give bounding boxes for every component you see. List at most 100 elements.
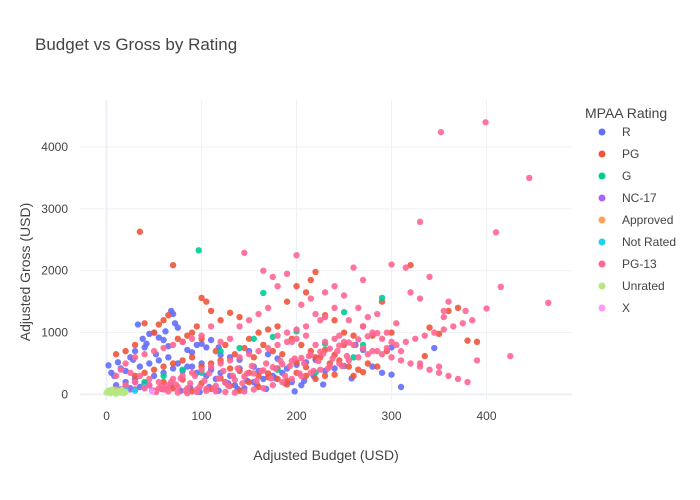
data-point[interactable] — [388, 261, 395, 268]
data-point[interactable] — [141, 351, 148, 358]
data-point[interactable] — [350, 264, 357, 271]
data-point[interactable] — [393, 320, 400, 327]
data-point[interactable] — [388, 354, 395, 361]
data-point[interactable] — [331, 371, 338, 378]
data-point[interactable] — [454, 304, 462, 312]
data-point[interactable] — [260, 289, 267, 297]
data-point[interactable] — [437, 128, 445, 136]
data-point[interactable] — [469, 317, 476, 324]
data-point[interactable] — [155, 357, 163, 364]
data-point[interactable] — [160, 317, 167, 324]
data-point[interactable] — [174, 360, 182, 367]
data-point[interactable] — [388, 329, 395, 336]
data-point[interactable] — [143, 340, 150, 347]
data-point[interactable] — [136, 372, 144, 380]
data-point[interactable] — [317, 317, 324, 324]
data-point[interactable] — [355, 366, 362, 373]
data-point[interactable] — [172, 381, 180, 388]
data-point[interactable] — [445, 372, 452, 380]
data-point[interactable] — [169, 341, 177, 349]
data-point[interactable] — [407, 360, 414, 367]
data-point[interactable] — [136, 363, 144, 370]
data-point[interactable] — [264, 351, 272, 358]
data-point[interactable] — [274, 323, 281, 330]
data-point[interactable] — [222, 388, 229, 396]
data-point[interactable] — [220, 367, 227, 375]
data-point[interactable] — [245, 335, 253, 342]
data-point[interactable] — [291, 355, 298, 362]
data-point[interactable] — [184, 332, 191, 339]
data-point[interactable] — [336, 332, 343, 339]
data-point[interactable] — [163, 386, 170, 393]
data-point[interactable] — [274, 282, 281, 290]
data-point[interactable] — [179, 357, 186, 364]
data-point[interactable] — [340, 292, 348, 299]
data-point[interactable] — [215, 375, 222, 382]
data-point[interactable] — [131, 372, 139, 380]
data-point[interactable] — [383, 329, 390, 336]
data-point[interactable] — [435, 363, 443, 370]
data-point[interactable] — [283, 381, 291, 388]
data-point[interactable] — [319, 381, 327, 388]
data-point[interactable] — [305, 352, 313, 360]
data-point[interactable] — [374, 347, 381, 355]
data-point[interactable] — [302, 323, 310, 330]
data-point[interactable] — [250, 354, 258, 361]
data-point[interactable] — [191, 372, 199, 380]
data-point[interactable] — [459, 320, 466, 327]
data-point[interactable] — [236, 344, 243, 352]
data-point[interactable] — [139, 335, 146, 342]
data-point[interactable] — [374, 363, 381, 370]
data-point[interactable] — [205, 370, 213, 377]
data-point[interactable] — [545, 299, 552, 307]
data-point[interactable] — [241, 249, 248, 256]
data-point[interactable] — [112, 351, 120, 358]
data-point[interactable] — [155, 321, 163, 328]
data-point[interactable] — [296, 370, 303, 377]
data-point[interactable] — [412, 335, 419, 342]
data-point[interactable] — [158, 383, 165, 391]
data-point[interactable] — [274, 332, 281, 339]
data-point[interactable] — [483, 305, 490, 312]
data-point[interactable] — [201, 377, 208, 385]
data-point[interactable] — [445, 307, 452, 315]
data-point[interactable] — [169, 360, 177, 367]
data-point[interactable] — [134, 321, 142, 328]
data-point[interactable] — [207, 363, 215, 370]
data-point[interactable] — [150, 347, 158, 355]
data-point[interactable] — [383, 344, 390, 352]
data-point[interactable] — [283, 298, 291, 305]
data-point[interactable] — [473, 357, 481, 364]
data-point[interactable] — [464, 337, 471, 344]
data-point[interactable] — [435, 369, 443, 376]
data-point[interactable] — [331, 304, 338, 312]
data-point[interactable] — [203, 344, 210, 351]
data-point[interactable] — [279, 378, 286, 386]
data-point[interactable] — [167, 378, 175, 386]
data-point[interactable] — [374, 310, 381, 318]
data-point[interactable] — [122, 360, 129, 367]
data-point[interactable] — [359, 344, 367, 352]
data-point[interactable] — [416, 295, 424, 302]
data-point[interactable] — [236, 323, 243, 330]
data-point[interactable] — [184, 363, 191, 370]
data-point[interactable] — [312, 341, 319, 349]
data-point[interactable] — [169, 261, 177, 269]
data-point[interactable] — [307, 276, 315, 284]
data-point[interactable] — [198, 294, 205, 302]
data-point[interactable] — [283, 338, 291, 346]
data-point[interactable] — [198, 340, 205, 347]
data-point[interactable] — [114, 359, 122, 366]
data-point[interactable] — [182, 387, 189, 394]
data-point[interactable] — [195, 247, 202, 254]
data-point[interactable] — [431, 329, 438, 336]
data-point[interactable] — [188, 349, 196, 356]
data-point[interactable] — [345, 317, 352, 324]
data-point[interactable] — [239, 380, 246, 387]
data-point[interactable] — [331, 317, 338, 324]
data-point[interactable] — [274, 375, 281, 383]
data-point[interactable] — [336, 342, 343, 349]
data-point[interactable] — [359, 323, 367, 330]
data-point[interactable] — [231, 389, 239, 396]
data-point[interactable] — [141, 378, 148, 386]
